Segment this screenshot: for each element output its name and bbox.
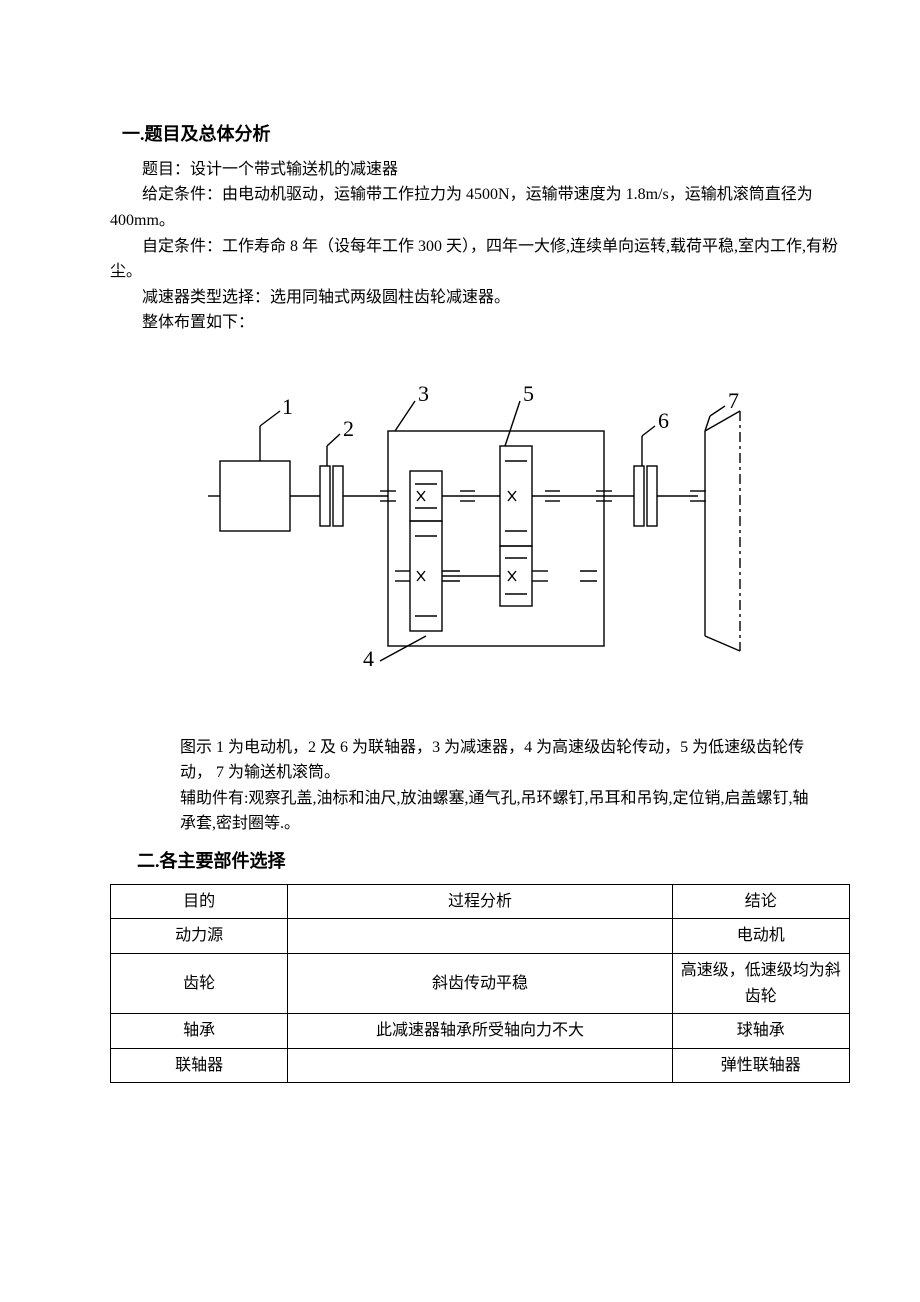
diagram-label-2: 2 [343,416,354,441]
layout-intro: 整体布置如下： [110,310,850,336]
table-row: 联轴器弹性联轴器 [111,1048,850,1083]
diagram-label-3: 3 [418,381,429,406]
reducer-type: 减速器类型选择：选用同轴式两级圆柱齿轮减速器。 [110,285,850,311]
diagram-label-5: 5 [523,381,534,406]
diagram-label-4: 4 [363,646,374,666]
table-header: 目的 [111,884,288,919]
table-row: 动力源电动机 [111,919,850,954]
section2-heading: 二.各主要部件选择 [110,847,850,876]
given-conditions: 给定条件：由电动机驱动，运输带工作拉力为 4500N，运输带速度为 1.8m/s… [110,182,850,233]
components-table: 目的 过程分析 结论 动力源电动机 齿轮斜齿传动平稳高速级，低速级均为斜齿轮 轴… [110,884,850,1084]
diagram-label-7: 7 [728,388,739,413]
topic-line: 题目：设计一个带式输送机的减速器 [110,157,850,183]
table-row: 齿轮斜齿传动平稳高速级，低速级均为斜齿轮 [111,953,850,1013]
section1-heading: 一.题目及总体分析 [110,120,850,149]
diagram-caption: 图示 1 为电动机，2 及 6 为联轴器，3 为减速器，4 为高速级齿轮传动，5… [150,735,810,837]
document-body: 一.题目及总体分析 题目：设计一个带式输送机的减速器 给定条件：由电动机驱动，运… [60,120,860,1083]
mechanical-diagram: 1 2 3 4 5 6 7 [110,376,850,675]
table-row: 目的 过程分析 结论 [111,884,850,919]
diagram-label-1: 1 [282,394,293,419]
self-conditions: 自定条件：工作寿命 8 年（设每年工作 300 天），四年一大修,连续单向运转,… [110,234,850,285]
diagram-label-6: 6 [658,408,669,433]
table-header: 结论 [672,884,849,919]
table-row: 轴承此减速器轴承所受轴向力不大球轴承 [111,1014,850,1049]
table-header: 过程分析 [288,884,672,919]
